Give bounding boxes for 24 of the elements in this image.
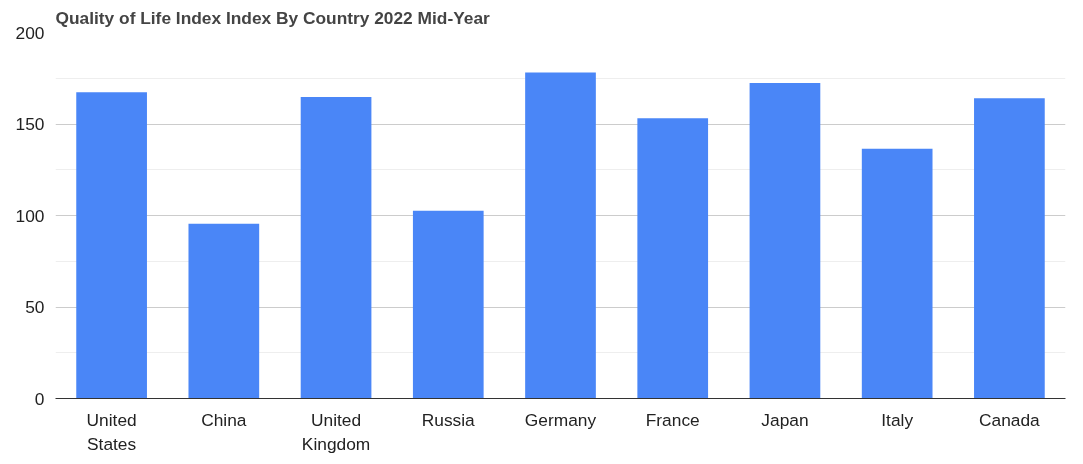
y-tick-label: 200	[15, 22, 45, 43]
x-tick-label: United Kingdom	[301, 409, 371, 454]
chart-title: Quality of Life Index Index By Country 2022 Mid-Year	[55, 7, 491, 28]
y-tick-label: 150	[15, 114, 45, 134]
x-tick-label: United States	[86, 409, 137, 454]
y-tick-label: 50	[25, 297, 45, 317]
x-tick-label: China	[201, 409, 247, 430]
bar	[188, 223, 260, 399]
bar	[76, 92, 147, 399]
bar	[412, 210, 484, 399]
x-tick-label: Italy	[881, 409, 914, 430]
bar	[749, 83, 821, 399]
y-tick-label: 0	[34, 388, 45, 409]
bar	[637, 118, 709, 399]
y-tick-label: 100	[15, 205, 45, 226]
bar	[300, 97, 372, 399]
x-tick-label: France	[645, 409, 700, 430]
x-tick-label: Russia	[421, 409, 476, 430]
x-tick-label: Japan	[761, 409, 809, 430]
x-tick-label: Germany	[524, 409, 597, 430]
bar	[974, 98, 1045, 399]
x-tick-label: Canada	[979, 409, 1041, 430]
bar	[525, 72, 596, 399]
bar	[861, 148, 933, 399]
